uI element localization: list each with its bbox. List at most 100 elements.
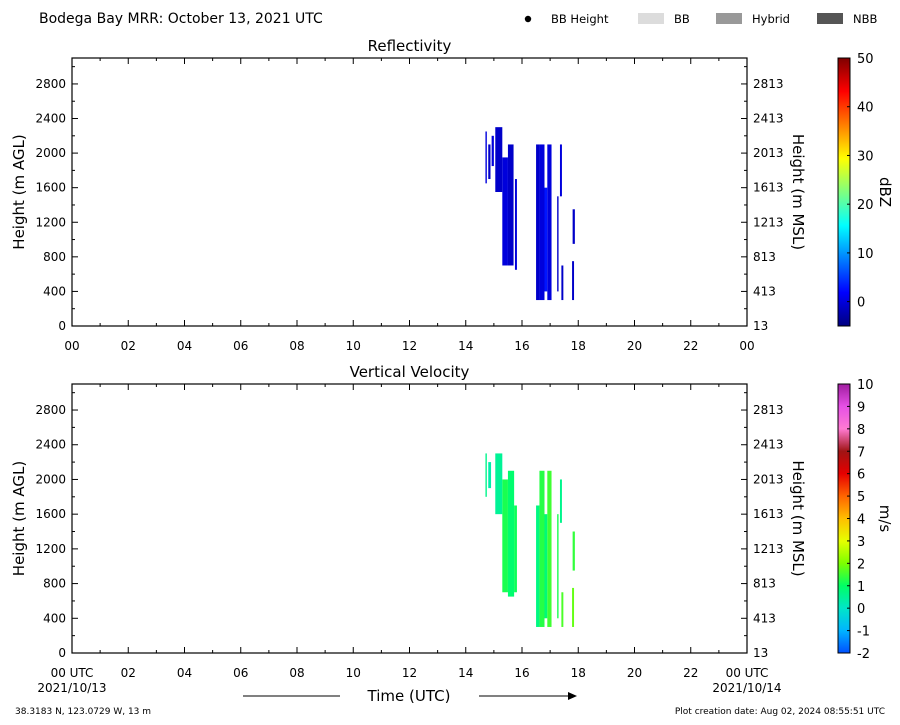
echo-column — [572, 261, 575, 301]
colorbar-label: m/s — [876, 505, 894, 533]
y-tick-label: 0 — [58, 646, 66, 660]
colorbar-label: dBZ — [876, 177, 894, 207]
echo-data — [485, 453, 575, 627]
legend-item-bb-height: BB Height — [524, 12, 609, 26]
y-tick-label-right: 813 — [753, 250, 776, 264]
echo-column — [539, 144, 545, 301]
x-tick-label: 16 — [514, 666, 529, 680]
y-tick-label-right: 813 — [753, 577, 776, 591]
legend-label: Hybrid — [752, 12, 790, 26]
x-tick-label: 12 — [402, 339, 417, 353]
x-tick-label: 00 UTC — [51, 666, 94, 680]
x-tick-label: 00 — [739, 339, 754, 353]
y-axis-label: Height (m AGL) — [10, 134, 28, 249]
y-tick-label-right: 1213 — [753, 215, 784, 229]
echo-column — [572, 209, 575, 244]
colorbar-gradient — [837, 57, 851, 327]
panel-title: Vertical Velocity — [350, 363, 470, 381]
colorbar-tick-label: 0 — [857, 602, 865, 617]
y-tick-label: 1200 — [35, 215, 66, 229]
echo-column — [557, 196, 559, 292]
echo-column — [572, 531, 575, 571]
y-tick-label-right: 1213 — [753, 542, 784, 556]
x-tick-label: 12 — [402, 666, 417, 680]
echo-column — [539, 470, 545, 627]
x-tick-label: 10 — [346, 339, 361, 353]
echo-column — [559, 144, 562, 197]
colorbar-tick-label: 50 — [857, 52, 874, 67]
colorbar-tick-label: 6 — [857, 468, 865, 483]
x-tick-label: 06 — [233, 666, 248, 680]
echo-column — [507, 144, 514, 266]
colorbar-tick-label: 1 — [857, 580, 865, 595]
echo-column — [561, 265, 564, 301]
echo-column — [547, 470, 552, 627]
colorbar-tick-label: 2 — [857, 557, 865, 572]
x-tick-label: 20 — [627, 339, 642, 353]
y-tick-label: 1600 — [35, 507, 66, 521]
legend-swatch — [638, 13, 664, 24]
echo-column — [488, 462, 492, 489]
start-date-label: 2021/10/13 — [37, 681, 106, 695]
colorbar-tick-label: 7 — [857, 445, 865, 460]
x-tick-label: 14 — [458, 339, 473, 353]
y-tick-label-right: 2813 — [753, 77, 784, 91]
figure-title: Bodega Bay MRR: October 13, 2021 UTC — [39, 11, 323, 27]
time-arrow-head — [568, 692, 577, 700]
legend-item-nbb: NBB — [817, 12, 877, 26]
echo-data — [485, 127, 575, 301]
echo-column — [502, 157, 508, 266]
legend-swatch — [716, 13, 742, 24]
x-tick-label: 00 UTC — [726, 666, 769, 680]
y-tick-label-right: 413 — [753, 284, 776, 298]
x-tick-label: 18 — [571, 666, 586, 680]
echo-column — [561, 592, 564, 627]
x-tick-label: 04 — [177, 339, 192, 353]
colorbar: 0 10 20 30 40 50 dBZ — [837, 52, 894, 327]
y-axis-label: Height (m AGL) — [10, 461, 28, 576]
echo-column — [544, 187, 548, 292]
echo-column — [536, 505, 540, 627]
colorbar-tick-label: 0 — [857, 296, 865, 311]
y-tick-label: 800 — [43, 250, 66, 264]
y-tick-label: 800 — [43, 577, 66, 591]
y-tick-label: 2800 — [35, 403, 66, 417]
colorbar-tick-label: 9 — [857, 400, 865, 415]
x-tick-label: 16 — [514, 339, 529, 353]
y-tick-label: 2400 — [35, 112, 66, 126]
y-tick-label: 1200 — [35, 542, 66, 556]
y-tick-label: 2000 — [35, 146, 66, 160]
y-tick-label-right: 413 — [753, 611, 776, 625]
echo-column — [507, 470, 515, 597]
colorbar-tick-label: 3 — [857, 535, 865, 550]
colorbar: -2 -1 0 1 2 3 4 5 6 7 8 9 10 m/s — [837, 378, 894, 662]
y-tick-label: 400 — [43, 611, 66, 625]
echo-column — [485, 131, 487, 184]
y-tick-label-right: 1613 — [753, 507, 784, 521]
y-tick-label-right: 2413 — [753, 438, 784, 452]
colorbar-tick-label: 30 — [857, 149, 874, 164]
echo-column — [514, 179, 517, 270]
colorbar-tick-label: -1 — [857, 625, 870, 640]
y-tick-label-right: 2013 — [753, 472, 784, 486]
colorbar-tick-label: 40 — [857, 101, 874, 116]
y-tick-label: 400 — [43, 284, 66, 298]
y-tick-label: 0 — [58, 319, 66, 333]
echo-column — [547, 144, 552, 301]
y-tick-label: 2400 — [35, 438, 66, 452]
echo-column — [557, 514, 559, 619]
colorbar-tick-label: 10 — [857, 247, 874, 262]
x-tick-label: 14 — [458, 666, 473, 680]
echo-column — [491, 135, 494, 167]
header-legend: BB Height BB Hybrid NBB — [524, 12, 877, 26]
y-tick-label: 2800 — [35, 77, 66, 91]
colorbar-tick-label: -2 — [857, 647, 870, 662]
y-tick-label-right: 13 — [753, 646, 768, 660]
location-text: 38.3183 N, 123.0729 W, 13 m — [15, 707, 151, 717]
x-tick-label: 06 — [233, 339, 248, 353]
plot-frame — [71, 383, 748, 654]
legend-label: BB — [674, 12, 690, 26]
